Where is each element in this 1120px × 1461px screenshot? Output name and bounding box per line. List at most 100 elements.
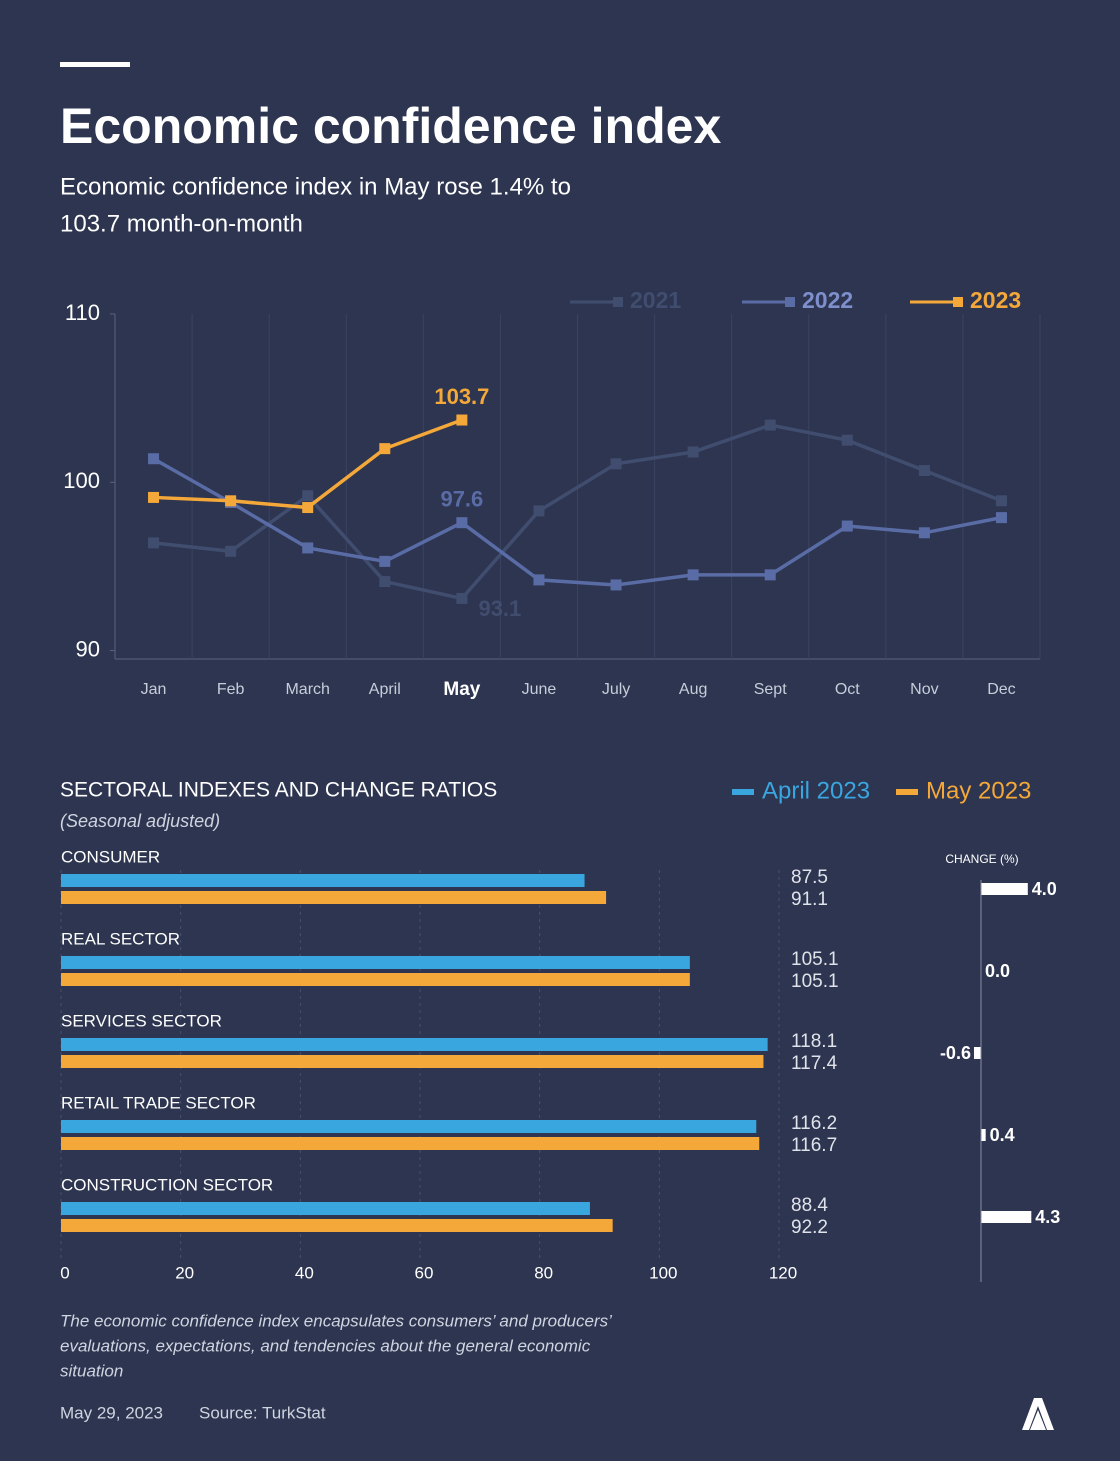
date: May 29, 2023 [60,1403,163,1422]
x-tick-label: Aug [679,681,707,698]
legend-label: 2021 [630,287,681,313]
x-tick-label: Dec [987,681,1015,698]
y-tick-label: 100 [63,468,100,493]
footnote: The economic confidence index encapsulat… [60,1311,612,1330]
x-tick-label: 80 [534,1263,553,1282]
bar-chart-subtitle: (Seasonal adjusted) [60,811,220,831]
value-label: 105.1 [791,949,839,970]
x-tick-label: 0 [60,1263,69,1282]
data-label: 97.6 [440,486,483,511]
category-label: RETAIL TRADE SECTOR [61,1093,256,1112]
legend-label: May 2023 [926,777,1031,804]
point [764,419,776,431]
point [610,579,622,591]
point [456,517,468,529]
value-label: 116.2 [791,1113,837,1134]
point [764,569,776,581]
source: Source: TurkStat [199,1403,326,1422]
value-label: 88.4 [791,1195,828,1216]
point [456,592,468,604]
x-tick-label: July [602,681,630,698]
footnote: situation [60,1361,123,1380]
change-bar [981,883,1028,895]
category-label: REAL SECTOR [61,929,180,948]
point [225,545,237,557]
change-bar [973,1047,981,1059]
point [918,527,930,539]
x-tick-label: Jan [141,681,167,698]
value-label: 118.1 [791,1031,837,1052]
x-tick-label: 40 [295,1263,314,1282]
data-label: 93.1 [478,596,521,621]
x-tick-label: May [443,679,480,700]
logo-shape [1022,1398,1054,1430]
bar [61,1137,760,1150]
bar [61,1055,764,1068]
x-tick-label: 20 [175,1263,194,1282]
y-tick-label: 90 [76,636,100,661]
point [533,505,545,517]
bar [61,1219,613,1232]
legend-label: 2022 [802,287,853,313]
value-label: 87.5 [791,867,828,888]
category-label: CONSTRUCTION SECTOR [61,1175,273,1194]
footnote: evaluations, expectations, and tendencie… [60,1336,591,1355]
subtitle: 103.7 month-on-month [60,210,303,237]
bar [61,956,690,969]
data-label: 103.7 [434,384,489,409]
y-tick-label: 110 [65,300,100,325]
x-tick-label: Nov [910,681,938,698]
point [148,491,160,503]
x-tick-label: 120 [769,1263,797,1282]
x-tick-label: Sept [754,681,787,698]
series-line [152,457,1002,587]
point [841,434,853,446]
bar [61,891,607,904]
change-label: 4.3 [1035,1207,1060,1227]
change-label: 0.4 [990,1125,1015,1145]
category-label: CONSUMER [61,847,160,866]
category-label: SERVICES SECTOR [61,1011,222,1030]
x-tick-label: Oct [835,681,860,698]
change-bar [981,1211,1032,1223]
bar [61,1038,768,1051]
point [148,453,160,465]
point [995,495,1007,507]
point [995,512,1007,524]
x-tick-label: April [369,681,401,698]
value-label: 117.4 [791,1053,838,1074]
logo [1022,1398,1054,1430]
bar [61,874,585,887]
legend-marker [613,297,623,307]
title: Economic confidence index [60,98,721,154]
point [379,576,391,588]
value-label: 91.1 [791,889,828,910]
bar [61,973,690,986]
bar-chart-title: SECTORAL INDEXES AND CHANGE RATIOS [60,779,497,802]
point [302,502,314,514]
point [687,569,699,581]
point [379,555,391,567]
point [918,465,930,477]
point [610,458,622,470]
change-label: 4.0 [1032,879,1057,899]
change-label: -0.6 [940,1043,971,1063]
legend-marker [732,789,754,795]
point [841,520,853,532]
value-label: 116.7 [791,1135,837,1156]
legend-marker [896,789,918,795]
logo-shape [1030,1410,1046,1430]
x-tick-label: March [285,681,329,698]
title-rule [60,62,130,67]
legend-marker [953,297,963,307]
x-tick-label: 60 [415,1263,434,1282]
legend-label: April 2023 [762,777,870,804]
change-label: 0.0 [985,961,1010,981]
point [533,574,545,586]
bar [61,1202,590,1215]
x-tick-label: June [522,681,557,698]
point [302,542,314,554]
point [148,537,160,549]
